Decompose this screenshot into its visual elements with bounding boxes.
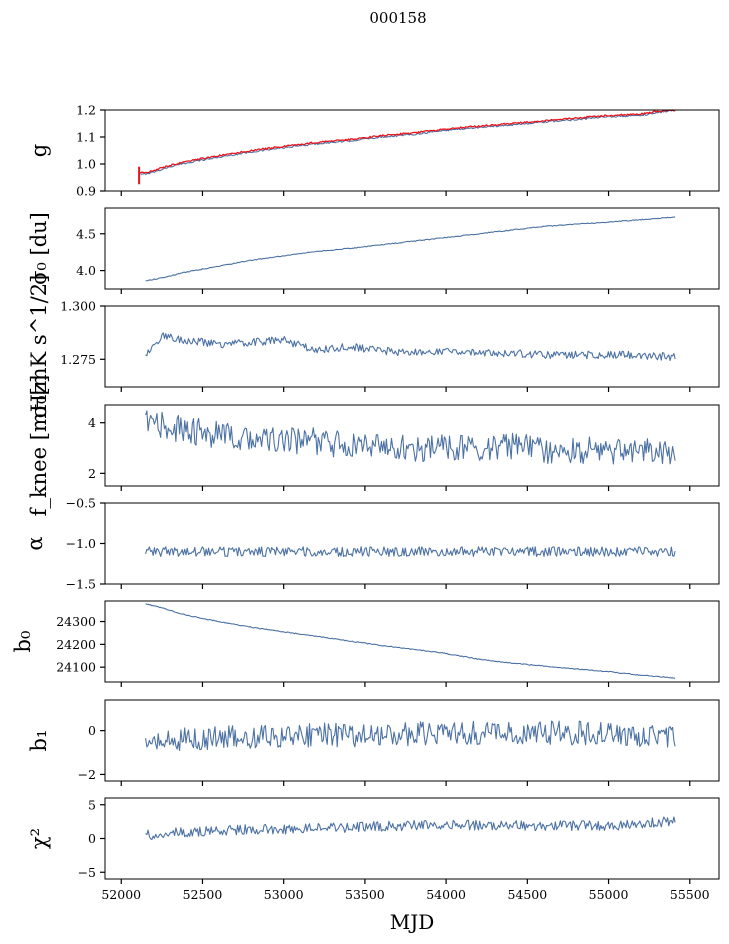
axes-frame — [104, 502, 720, 585]
y-tick-label: −2 — [78, 767, 96, 782]
y-tick-label: 1.0 — [76, 157, 96, 172]
y-axis-label: g — [27, 144, 51, 157]
y-tick-label: −0.5 — [66, 496, 96, 511]
series-line-1 — [145, 332, 676, 362]
panel-2: 4.0 4.5 σ₀ [du] — [27, 207, 720, 294]
y-tick-label: 1.1 — [76, 130, 96, 145]
x-tick-label: 55000 — [589, 887, 629, 902]
axes-frame — [104, 600, 720, 683]
panel-1: 0.9 1.0 1.1 1.2 g — [27, 103, 720, 199]
x-tick-label: 52500 — [183, 887, 223, 902]
y-tick-label: 1.275 — [60, 352, 96, 367]
panel-3: 1.275 1.300 σ₀[mK s^1/2] — [27, 275, 720, 419]
y-tick-label: 1.2 — [76, 103, 96, 118]
y-tick-label: −1.0 — [66, 536, 96, 551]
series-line-1 — [145, 410, 676, 465]
series-line-1 — [145, 216, 676, 282]
series-line-1 — [145, 720, 676, 752]
y-axis-label: χ² — [27, 828, 51, 849]
x-tick-label: 54000 — [426, 887, 466, 902]
y-tick-label: −1.5 — [66, 577, 96, 592]
y-tick-label: 0 — [88, 831, 96, 846]
y-tick-label: 24300 — [56, 614, 96, 629]
panel-8: −5 0 5 χ² 52000 52500 53000 53500 54000 54500 5500… — [27, 797, 720, 934]
panel-6: 24100 24200 24300 b₀ — [11, 600, 720, 687]
y-tick-label: 2 — [88, 466, 96, 481]
y-tick-label: −5 — [78, 865, 96, 880]
x-tick-label: 53000 — [264, 887, 304, 902]
y-tick-label: 4.0 — [76, 263, 96, 278]
panel-7: −2 0 b₁ — [27, 699, 720, 786]
figure-title: 000158 — [369, 9, 426, 27]
panel-4: 2 4 f_knee [mHz] — [27, 375, 720, 517]
y-tick-label: 1.300 — [60, 299, 96, 314]
series-line-1 — [140, 109, 676, 176]
y-axis-label: σ₀ [du] — [27, 212, 51, 285]
y-tick-label: 0.9 — [76, 184, 96, 199]
axes-frame — [104, 797, 720, 880]
y-tick-label: 24100 — [56, 660, 96, 675]
y-tick-label: 24200 — [56, 637, 96, 652]
series-line-1 — [145, 546, 676, 557]
panels: 0.9 1.0 1.1 1.2 g 4.0 4.5 σ₀ [du] 1.275 1.300 σ₀[m… — [11, 103, 720, 934]
x-tick-label: 53500 — [345, 887, 385, 902]
axes-frame — [104, 404, 720, 487]
series-line-2 — [139, 109, 676, 174]
axes-frame — [104, 109, 720, 192]
axes-frame — [104, 207, 720, 290]
y-axis-label: b₀ — [11, 631, 35, 653]
series-line-1 — [145, 816, 676, 841]
y-axis-label: α — [23, 536, 47, 550]
x-axis-label: MJD — [390, 910, 435, 934]
y-tick-label: 5 — [88, 797, 96, 812]
series-line-1 — [145, 603, 676, 679]
y-axis-label: σ₀[mK s^1/2] — [27, 275, 51, 419]
axes-frame — [104, 699, 720, 782]
x-tick-label: 55500 — [670, 887, 710, 902]
x-tick-label: 54500 — [507, 887, 547, 902]
y-tick-label: 4 — [88, 415, 96, 430]
y-axis-label: b₁ — [27, 730, 51, 752]
y-axis-label: f_knee [mHz] — [27, 375, 51, 517]
y-tick-label: 4.5 — [76, 226, 96, 241]
y-tick-label: 0 — [88, 723, 96, 738]
panel-5: −1.5 −1.0 −0.5 α — [23, 496, 720, 592]
x-tick-label: 52000 — [101, 887, 141, 902]
axes-frame — [104, 305, 720, 388]
